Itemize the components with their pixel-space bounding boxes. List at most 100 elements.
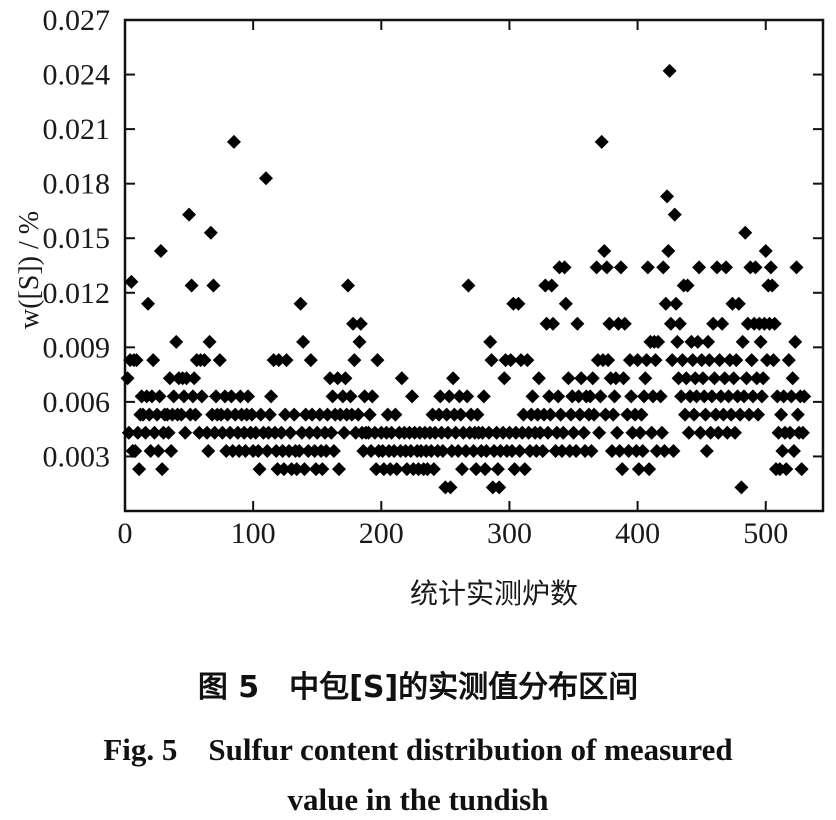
data-point — [717, 371, 732, 386]
data-point — [212, 353, 227, 368]
data-point — [326, 443, 341, 458]
data-point — [380, 407, 395, 422]
data-point — [319, 443, 334, 458]
data-point — [384, 425, 399, 440]
data-point — [439, 407, 454, 422]
figure-caption-english-line1: Fig. 5 Sulfur content distribution of me… — [103, 732, 733, 767]
data-point — [708, 407, 723, 422]
data-point — [640, 260, 655, 275]
data-point — [187, 371, 202, 386]
data-point — [667, 207, 682, 222]
data-point — [215, 425, 230, 440]
data-point — [551, 389, 566, 404]
data-point — [675, 353, 690, 368]
data-point — [669, 296, 684, 311]
data-point — [712, 353, 727, 368]
data-point — [736, 389, 751, 404]
data-point — [707, 371, 722, 386]
data-point — [656, 260, 671, 275]
y-tick-label: 0.015 — [43, 222, 111, 255]
data-point — [176, 389, 191, 404]
data-point — [615, 462, 630, 477]
data-point — [144, 389, 159, 404]
data-point — [469, 462, 484, 477]
data-point — [671, 371, 686, 386]
data-point — [207, 425, 222, 440]
data-point — [297, 462, 312, 477]
x-tick-labels: 0 100 200 300 400 500 — [118, 517, 789, 550]
data-point — [758, 243, 773, 258]
data-point — [635, 443, 650, 458]
data-point — [476, 389, 491, 404]
data-point — [370, 353, 385, 368]
data-point — [466, 443, 481, 458]
data-point — [642, 462, 657, 477]
data-point — [294, 425, 309, 440]
data-point — [767, 316, 782, 331]
data-point — [453, 407, 468, 422]
data-point — [584, 443, 599, 458]
data-point — [223, 425, 238, 440]
data-point — [553, 407, 568, 422]
data-point — [362, 407, 377, 422]
data-point — [253, 407, 268, 422]
data-point — [448, 425, 463, 440]
data-point — [739, 371, 754, 386]
data-point — [678, 407, 693, 422]
data-point — [585, 371, 600, 386]
data-point — [542, 389, 557, 404]
data-point — [302, 425, 317, 440]
data-point — [598, 407, 613, 422]
data-point — [693, 425, 708, 440]
data-point — [557, 260, 572, 275]
data-point — [153, 243, 168, 258]
y-tick-labels: 0.003 0.006 0.009 0.012 0.015 0.018 0.021 0.024… — [43, 4, 111, 473]
data-point — [617, 316, 632, 331]
data-point — [278, 407, 293, 422]
data-point — [150, 407, 165, 422]
data-point — [481, 425, 496, 440]
data-point — [715, 316, 730, 331]
data-point — [238, 443, 253, 458]
data-point — [143, 443, 158, 458]
data-point — [789, 260, 804, 275]
data-point — [120, 371, 135, 386]
data-point — [658, 296, 673, 311]
data-point — [478, 462, 493, 477]
data-point — [670, 334, 685, 349]
data-point — [200, 425, 215, 440]
data-point — [540, 425, 555, 440]
data-point — [654, 425, 669, 440]
data-point — [357, 389, 372, 404]
data-point — [665, 353, 680, 368]
data-point — [451, 443, 466, 458]
data-point — [128, 443, 143, 458]
data-point — [507, 462, 522, 477]
data-point — [607, 389, 622, 404]
data-point — [511, 296, 526, 311]
data-point — [129, 353, 144, 368]
data-point — [332, 462, 347, 477]
data-point — [525, 389, 540, 404]
data-point — [593, 389, 608, 404]
data-point — [312, 407, 327, 422]
data-point — [702, 353, 717, 368]
data-point — [155, 462, 170, 477]
data-point — [608, 371, 623, 386]
data-point — [613, 260, 628, 275]
data-point — [731, 296, 746, 311]
figure-caption-chinese: 图 5 中包[S]的实测值分布区间 — [197, 670, 639, 705]
data-point — [431, 407, 446, 422]
data-point — [583, 389, 598, 404]
data-point — [287, 407, 302, 422]
data-point — [781, 353, 796, 368]
data-point — [786, 443, 801, 458]
data-point — [574, 371, 589, 386]
data-point — [460, 389, 475, 404]
x-tick-label: 400 — [615, 517, 660, 550]
data-point — [754, 389, 769, 404]
data-point — [726, 371, 741, 386]
data-point — [610, 425, 625, 440]
data-point — [182, 207, 197, 222]
data-point — [616, 371, 631, 386]
